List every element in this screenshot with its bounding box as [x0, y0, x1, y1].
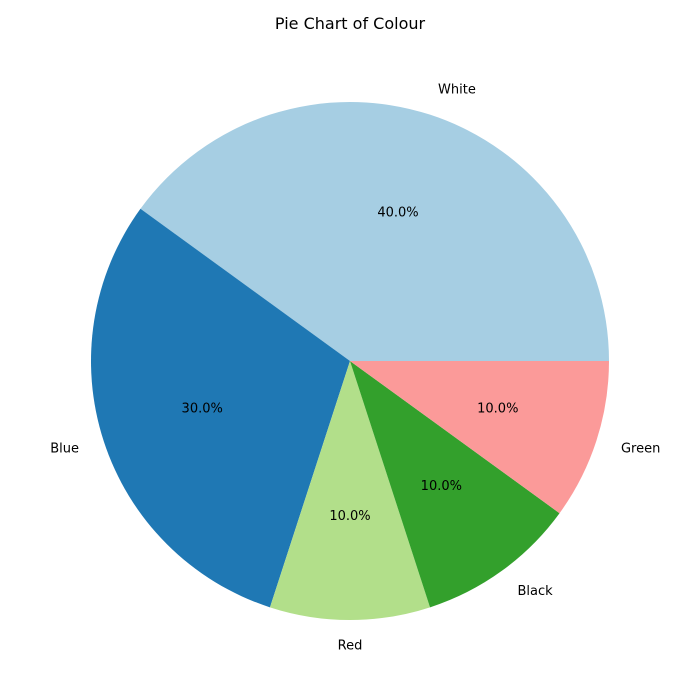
slice-label-blue: Blue — [50, 442, 79, 457]
pie-slice-black — [350, 361, 560, 608]
pie-slice-red — [269, 361, 431, 620]
pie-slice-white — [140, 102, 609, 362]
percent-label-green: 10.0% — [477, 402, 518, 417]
slice-label-green: Green — [621, 442, 660, 457]
slice-label-red: Red — [338, 638, 363, 653]
percent-label-white: 40.0% — [377, 206, 418, 221]
percent-label-red: 10.0% — [329, 509, 370, 524]
percent-label-blue: 30.0% — [182, 402, 223, 417]
slice-label-black: Black — [517, 584, 553, 599]
chart-title: Pie Chart of Colour — [275, 14, 426, 33]
slice-label-white: White — [438, 83, 476, 98]
pie-slices — [91, 102, 609, 620]
pie-slice-green — [350, 361, 609, 514]
percent-label-black: 10.0% — [421, 479, 462, 494]
pie-labels: White 40.0% Blue 30.0% Red 10.0% Black 10.0% Gre… — [50, 83, 660, 654]
pie-slice-blue — [91, 208, 350, 608]
